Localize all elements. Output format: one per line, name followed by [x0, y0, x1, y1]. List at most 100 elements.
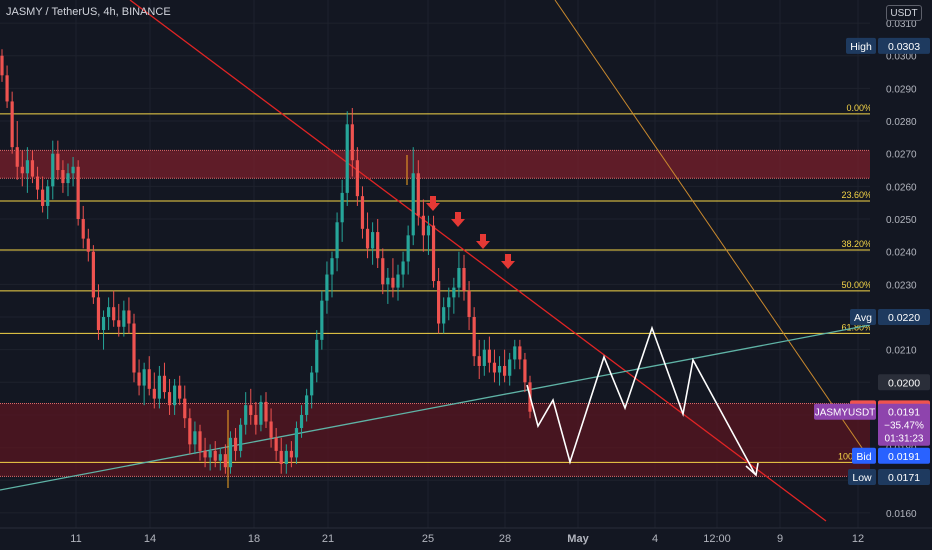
candle-body [503, 365, 507, 376]
candle-body [508, 359, 512, 376]
candle-body [0, 55, 4, 76]
candle-body [46, 186, 50, 206]
bid-value-box [878, 447, 930, 464]
candle-body [147, 369, 151, 389]
y-tick-label: 0.0270 [886, 150, 917, 161]
x-tick-label: 28 [499, 533, 511, 545]
high-label-text: High [850, 41, 872, 53]
x-tick-label: 11 [70, 533, 81, 545]
candle-body [66, 173, 70, 184]
candle-body [406, 235, 410, 262]
candle-body [81, 219, 85, 239]
last-price-box [878, 374, 930, 391]
candle-body [127, 310, 131, 324]
candle-body [305, 395, 309, 415]
y-tick-label: 0.0250 [886, 215, 917, 226]
fib-label: 100 [838, 451, 853, 461]
y-tick-label: 0.0290 [886, 84, 917, 95]
avg-value-box [878, 308, 930, 325]
candle-body [437, 281, 441, 324]
avg-value-text: 0.0220 [888, 312, 920, 324]
candle-body [112, 307, 116, 321]
symbol-countdown-text: 01:31:23 [885, 434, 924, 445]
candle-body [173, 385, 177, 406]
x-tick-label: 9 [777, 533, 783, 545]
candle-body [457, 268, 461, 288]
candle-body [259, 401, 263, 425]
fib-label: 38.20% [841, 239, 872, 249]
candle-body [132, 323, 136, 373]
candle-body [76, 166, 80, 220]
fib-label: 50.00% [841, 280, 872, 290]
candle-body [335, 222, 339, 259]
candle-body [518, 346, 522, 360]
candle-body [310, 372, 314, 396]
candle-body [101, 316, 106, 331]
fib-label: 23.60% [841, 190, 872, 200]
uptrend-line [0, 324, 871, 491]
high-label-box [846, 37, 876, 54]
candle-body [279, 450, 283, 464]
y-tick-label: 0.0310 [886, 19, 917, 30]
candle-body [401, 261, 405, 275]
candle-body [96, 297, 101, 331]
down-arrow-icon [426, 196, 440, 211]
bid-label-text: Bid [856, 451, 871, 463]
candle-body [167, 392, 172, 406]
avg-label-text: Avg [854, 312, 872, 324]
symbol-label-box [814, 403, 876, 420]
candle-body [218, 454, 222, 461]
candle-body [360, 196, 365, 229]
candle-body [239, 424, 243, 451]
candle-body [340, 192, 344, 223]
x-tick-label: 18 [248, 533, 260, 545]
last-price-text: 0.0200 [888, 377, 920, 389]
candle-body [203, 450, 207, 458]
candle-body [487, 349, 491, 363]
resistance-zone [0, 150, 870, 179]
candle-body [315, 339, 319, 373]
y-tick-label: 0.0210 [886, 346, 917, 357]
currency-badge[interactable]: USDT [886, 5, 922, 21]
candle-body [462, 268, 466, 291]
bid-value-text: 0.0191 [888, 451, 920, 463]
candle-body [365, 228, 370, 249]
candle-body [30, 160, 35, 177]
candle-body [142, 369, 146, 386]
y-tick-label: 0.0300 [886, 52, 917, 63]
candle-body [472, 316, 476, 357]
x-tick-label: 21 [322, 533, 334, 545]
candle-body [289, 450, 293, 458]
candle-body [482, 349, 486, 366]
candle-body [233, 437, 238, 451]
candle-body [249, 405, 253, 415]
x-tick-label: 12:00 [703, 533, 731, 545]
candle-body [376, 232, 380, 259]
candle-body [386, 277, 390, 285]
candle-body [416, 173, 420, 216]
candle-body [513, 346, 517, 360]
candle-body [15, 147, 19, 167]
symbol-title[interactable]: JASMY / TetherUS, 4h, BINANCE [6, 6, 171, 18]
candle-body [345, 124, 349, 193]
projection-path [526, 325, 756, 475]
price-labels: High0.0303Avg0.02200.0200Ask0.0192JASMYU… [814, 37, 930, 486]
low-value-box [878, 469, 930, 486]
time-axis[interactable] [0, 528, 932, 550]
candle-body [477, 356, 481, 366]
candle-body [421, 215, 425, 236]
annotations-layer [426, 196, 759, 477]
candle-body [178, 385, 182, 399]
down-arrow-icon [501, 254, 515, 269]
candle-body [426, 225, 431, 236]
candle-body [371, 232, 375, 249]
candle-body [137, 372, 141, 386]
symbol-price-box [878, 403, 930, 446]
candle-body [188, 418, 192, 445]
candle-body [284, 450, 288, 464]
zones-layer [0, 149, 870, 477]
candle-body [208, 450, 212, 458]
x-tick-label: 14 [144, 533, 156, 545]
candle-body [71, 166, 75, 174]
